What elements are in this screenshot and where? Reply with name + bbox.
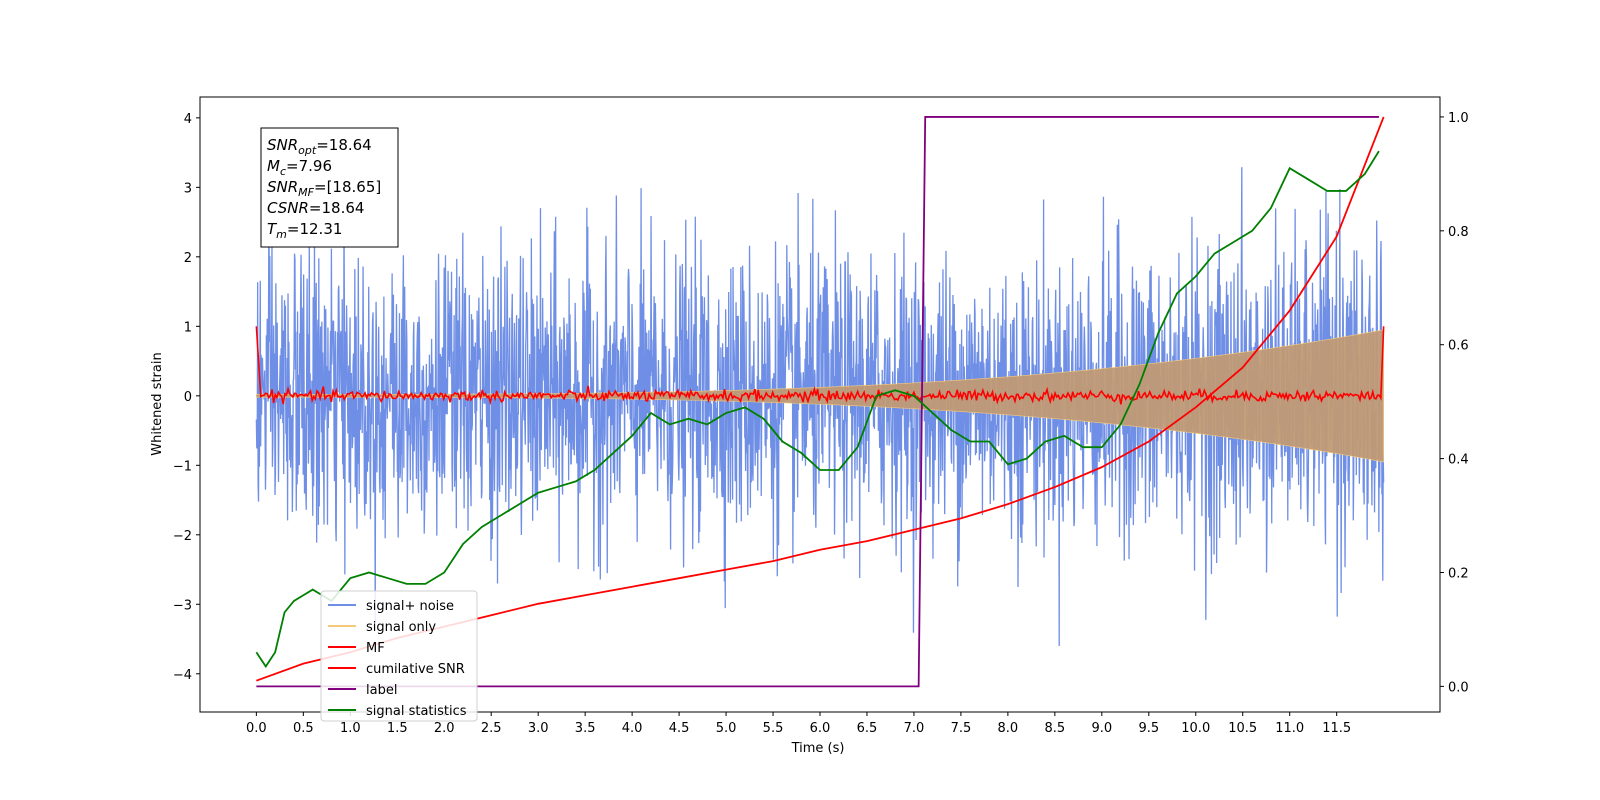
x-tick-label: 2.0 [434,721,455,736]
legend-label: cumilative SNR [366,662,465,677]
x-tick-label: 10.5 [1228,721,1257,736]
y2-tick-label: 0.4 [1448,453,1469,468]
info-line: SNRopt=18.64 [267,136,372,157]
y2-tick-label: 1.0 [1448,111,1469,126]
legend-label: signal only [366,620,436,635]
legend-label: signal statistics [366,704,467,719]
info-subscript: m [276,228,287,241]
x-axis-ticks: 0.0 0.5 1.0 1.5 2.0 2.5 3.0 3.5 4.0 4.5 5.0 5.5 6.0 6… [246,712,1351,736]
info-value: =7.96 [286,157,332,175]
label-line [256,116,1379,688]
x-tick-label: 2.5 [481,721,502,736]
x-axis-label: Time (s) [791,741,845,756]
mf-series [255,326,1385,406]
y-axis-ticks: 4 3 2 1 0 −1 −2 −3 −4 [173,112,200,683]
label-series [256,116,1379,688]
legend-label: label [366,683,397,698]
x-tick-label: 6.0 [810,721,831,736]
y-tick-label: −3 [173,598,192,613]
legend: signal+ noise signal only MF cumilative SNR… [320,590,478,722]
x-tick-label: 8.0 [998,721,1019,736]
x-tick-label: 7.0 [904,721,925,736]
x-tick-label: 0.5 [293,721,314,736]
mf-line [255,326,1385,406]
y-tick-label: 3 [184,181,192,196]
y2-axis-ticks: 1.0 0.8 0.6 0.4 0.2 0.0 [1440,111,1469,695]
info-value: =12.31 [287,220,343,238]
x-tick-label: 5.5 [763,721,784,736]
x-tick-label: 6.5 [857,721,878,736]
y2-tick-label: 0.6 [1448,339,1469,354]
y-tick-label: 0 [184,390,192,405]
info-subscript: c [280,165,286,178]
x-tick-label: 9.5 [1138,721,1159,736]
info-symbol: T [267,220,278,238]
signal-statistics-series [255,150,1380,669]
legend-item: label [328,683,397,698]
x-tick-label: 7.5 [951,721,972,736]
legend-frame [320,590,478,722]
info-line: Tm=12.31 [267,220,342,241]
signal-statistics-line [255,150,1380,669]
signal-noise-series [255,167,1385,647]
legend-item: cumilative SNR [328,662,465,677]
legend-item: signal only [328,620,436,635]
legend-item: signal+ noise [328,599,454,614]
y-axis-label: Whitened strain [150,352,165,455]
x-tick-label: 4.5 [669,721,690,736]
x-tick-label: 5.0 [716,721,737,736]
y-tick-label: 1 [184,320,192,335]
x-tick-label: 11.0 [1275,721,1304,736]
y-tick-label: 2 [184,251,192,266]
y2-tick-label: 0.2 [1448,566,1469,581]
x-tick-label: 3.5 [575,721,596,736]
info-line: SNRMF=[18.65] [267,178,381,199]
info-value: =[18.65] [314,178,381,196]
x-tick-label: 3.0 [528,721,549,736]
y-tick-label: −1 [173,459,192,474]
info-symbol: SNR [267,136,298,154]
info-symbol: SNR [267,178,298,196]
info-symbol: CSNR [267,199,309,217]
legend-label: signal+ noise [366,599,454,614]
x-tick-label: 1.0 [340,721,361,736]
legend-label: MF [366,641,385,656]
y-tick-label: −4 [173,668,192,683]
x-tick-label: 10.0 [1181,721,1210,736]
info-symbol: M [267,157,280,175]
x-tick-label: 0.0 [246,721,267,736]
signal-noise-line [255,167,1385,647]
legend-item: MF [328,641,385,656]
x-tick-label: 11.5 [1322,721,1351,736]
info-box-frame [260,127,399,248]
x-tick-label: 9.0 [1091,721,1112,736]
y-tick-label: −2 [173,529,192,544]
info-box: SNRopt=18.64Mc=7.96SNRMF=[18.65]CSNR=18.… [260,127,399,248]
x-tick-label: 1.5 [387,721,408,736]
info-subscript: MF [298,186,314,199]
info-line: CSNR=18.64 [267,199,364,217]
x-tick-label: 4.0 [622,721,643,736]
info-subscript: opt [298,144,317,157]
y2-tick-label: 0.8 [1448,225,1469,240]
info-value: =18.64 [309,199,365,217]
y-tick-label: 4 [184,112,192,127]
info-line: Mc=7.96 [267,157,332,178]
x-tick-label: 8.5 [1045,721,1066,736]
y2-tick-label: 0.0 [1448,680,1469,695]
info-value: =18.64 [316,136,372,154]
legend-item: signal statistics [328,704,467,719]
